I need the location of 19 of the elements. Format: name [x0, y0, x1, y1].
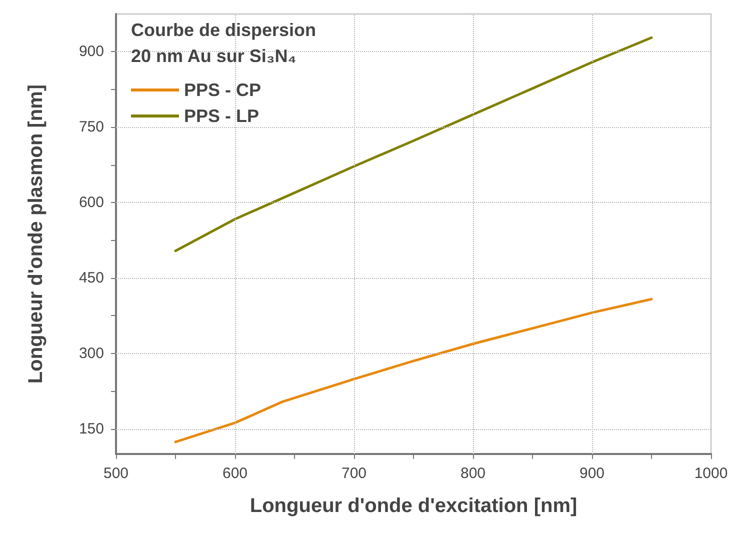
y-tick-label: 750	[78, 118, 104, 136]
chart-title: Courbe de dispersion	[131, 20, 316, 40]
text: 20 nm Au sur Si₃N₄	[131, 46, 296, 66]
y-tick-label: 600	[78, 194, 104, 212]
x-tick-label: 600	[222, 465, 248, 482]
line-series	[174, 298, 653, 444]
y-axis-title: Longueur d'onde plasmon [nm]	[25, 84, 47, 384]
legend-label: PPS - LP	[184, 106, 260, 126]
legend-label: PPS - CP	[184, 80, 262, 100]
x-tick-label: 500	[103, 465, 129, 482]
x-tick-label: 900	[579, 465, 605, 482]
y-tick-label: 150	[78, 420, 104, 438]
x-tick-label: 800	[460, 465, 486, 482]
y-tick-label: 900	[78, 43, 104, 60]
x-tick-label: 1000	[694, 465, 728, 482]
x-axis-title: Longueur d'onde d'excitation [nm]	[250, 495, 578, 517]
y-tick-label: 300	[78, 344, 104, 362]
x-tick-label: 700	[341, 465, 367, 482]
y-tick-label: 450	[78, 270, 104, 286]
